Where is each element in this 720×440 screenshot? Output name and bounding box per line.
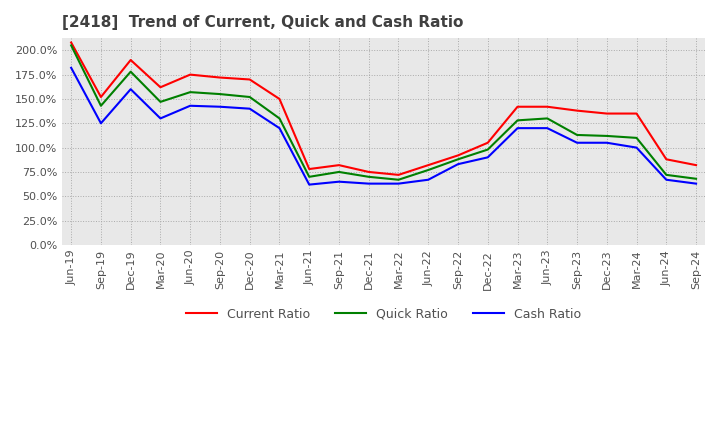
Current Ratio (454, 153, 462, 158)
Cash Ratio (305, 182, 313, 187)
Current Ratio (126, 57, 135, 62)
Quick Ratio (156, 99, 165, 105)
Cash Ratio (364, 181, 373, 186)
Cash Ratio (603, 140, 611, 145)
Current Ratio (335, 162, 343, 168)
Line: Cash Ratio: Cash Ratio (71, 68, 696, 185)
Current Ratio (186, 72, 194, 77)
Cash Ratio (454, 161, 462, 167)
Current Ratio (483, 140, 492, 145)
Cash Ratio (662, 177, 670, 182)
Cash Ratio (692, 181, 701, 186)
Current Ratio (156, 84, 165, 90)
Line: Current Ratio: Current Ratio (71, 43, 696, 175)
Quick Ratio (335, 169, 343, 175)
Current Ratio (215, 75, 224, 80)
Quick Ratio (483, 147, 492, 152)
Current Ratio (96, 94, 105, 99)
Quick Ratio (246, 94, 254, 99)
Current Ratio (603, 111, 611, 116)
Cash Ratio (275, 125, 284, 131)
Quick Ratio (364, 174, 373, 180)
Quick Ratio (424, 167, 433, 172)
Quick Ratio (394, 177, 402, 182)
Current Ratio (67, 40, 76, 45)
Cash Ratio (543, 125, 552, 131)
Quick Ratio (454, 157, 462, 162)
Quick Ratio (67, 43, 76, 48)
Current Ratio (572, 108, 581, 113)
Cash Ratio (246, 106, 254, 111)
Quick Ratio (662, 172, 670, 177)
Line: Quick Ratio: Quick Ratio (71, 45, 696, 180)
Current Ratio (394, 172, 402, 177)
Current Ratio (513, 104, 522, 110)
Quick Ratio (692, 176, 701, 181)
Current Ratio (424, 162, 433, 168)
Cash Ratio (186, 103, 194, 108)
Cash Ratio (483, 155, 492, 160)
Cash Ratio (215, 104, 224, 110)
Quick Ratio (305, 174, 313, 180)
Quick Ratio (632, 135, 641, 140)
Cash Ratio (632, 145, 641, 150)
Quick Ratio (572, 132, 581, 138)
Quick Ratio (96, 103, 105, 108)
Cash Ratio (126, 87, 135, 92)
Quick Ratio (126, 69, 135, 74)
Legend: Current Ratio, Quick Ratio, Cash Ratio: Current Ratio, Quick Ratio, Cash Ratio (181, 303, 587, 326)
Cash Ratio (424, 177, 433, 182)
Cash Ratio (335, 179, 343, 184)
Quick Ratio (603, 133, 611, 139)
Current Ratio (305, 166, 313, 172)
Cash Ratio (394, 181, 402, 186)
Text: [2418]  Trend of Current, Quick and Cash Ratio: [2418] Trend of Current, Quick and Cash … (62, 15, 464, 30)
Cash Ratio (572, 140, 581, 145)
Quick Ratio (275, 116, 284, 121)
Current Ratio (692, 162, 701, 168)
Current Ratio (662, 157, 670, 162)
Cash Ratio (96, 121, 105, 126)
Quick Ratio (513, 118, 522, 123)
Current Ratio (364, 169, 373, 175)
Quick Ratio (215, 92, 224, 97)
Current Ratio (632, 111, 641, 116)
Current Ratio (246, 77, 254, 82)
Current Ratio (275, 96, 284, 102)
Current Ratio (543, 104, 552, 110)
Quick Ratio (543, 116, 552, 121)
Cash Ratio (67, 65, 76, 70)
Cash Ratio (156, 116, 165, 121)
Quick Ratio (186, 89, 194, 95)
Cash Ratio (513, 125, 522, 131)
